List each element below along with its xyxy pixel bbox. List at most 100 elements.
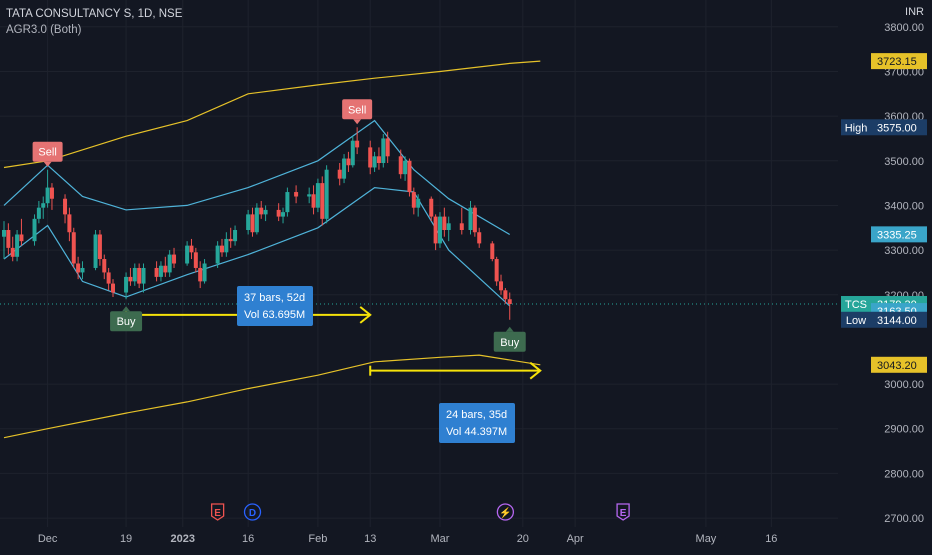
dividend-event-icon[interactable]: D <box>243 503 262 521</box>
candle[interactable] <box>80 261 85 280</box>
candle[interactable] <box>411 187 416 215</box>
candle[interactable] <box>477 227 482 248</box>
candle[interactable] <box>215 241 220 268</box>
candle[interactable] <box>459 207 464 235</box>
candle[interactable] <box>63 194 68 224</box>
candle[interactable] <box>32 214 37 246</box>
candle[interactable] <box>41 196 46 219</box>
candle[interactable] <box>15 230 20 262</box>
candle[interactable] <box>76 256 81 280</box>
candle[interactable] <box>49 183 54 210</box>
candle[interactable] <box>93 230 98 271</box>
candle[interactable] <box>324 165 329 224</box>
candle[interactable] <box>381 133 386 168</box>
candle[interactable] <box>342 154 347 184</box>
candle[interactable] <box>442 207 447 237</box>
candle[interactable] <box>433 214 438 251</box>
candle[interactable] <box>468 200 473 235</box>
candle[interactable] <box>2 221 6 260</box>
candle[interactable] <box>137 263 142 289</box>
candle[interactable] <box>106 267 111 291</box>
candle[interactable] <box>198 261 203 289</box>
candle[interactable] <box>189 238 194 260</box>
candle[interactable] <box>132 263 137 286</box>
candle[interactable] <box>368 140 373 175</box>
candle[interactable] <box>320 176 325 226</box>
candle[interactable] <box>185 241 190 266</box>
candle[interactable] <box>294 185 299 204</box>
candle[interactable] <box>259 200 264 219</box>
earnings-event-icon[interactable]: E <box>616 503 630 521</box>
price-tag-value: 3723.15 <box>877 56 917 68</box>
candle[interactable] <box>254 203 259 235</box>
candle[interactable] <box>219 238 224 257</box>
candle[interactable] <box>110 279 115 297</box>
candle[interactable] <box>355 127 360 155</box>
candle[interactable] <box>97 230 102 266</box>
candle[interactable] <box>403 156 408 181</box>
candle[interactable] <box>172 247 177 268</box>
candle[interactable] <box>102 254 107 280</box>
candle[interactable] <box>224 232 229 257</box>
symbol-title[interactable]: TATA CONSULTANCY S, 1D, NSE <box>6 8 183 20</box>
candle[interactable] <box>276 203 281 222</box>
candle[interactable] <box>233 225 238 246</box>
candle[interactable] <box>499 274 504 295</box>
candle[interactable] <box>337 163 342 186</box>
candle[interactable] <box>202 259 207 284</box>
buy-signal-label[interactable]: Buy <box>493 326 526 352</box>
candle[interactable] <box>36 200 41 224</box>
candle[interactable] <box>490 241 495 262</box>
candle[interactable] <box>19 218 24 246</box>
candle-body <box>376 156 381 164</box>
candle[interactable] <box>141 263 146 293</box>
candle[interactable] <box>154 261 159 282</box>
candle[interactable] <box>250 207 255 237</box>
split-event-icon[interactable]: ⚡ <box>496 503 515 521</box>
candle[interactable] <box>10 236 15 262</box>
candle[interactable] <box>350 136 355 168</box>
candle[interactable] <box>6 223 11 255</box>
sell-signal-label[interactable]: Sell <box>342 99 373 125</box>
candle[interactable] <box>281 207 286 224</box>
sell-signal-label[interactable]: Sell <box>32 141 63 167</box>
candle[interactable] <box>128 267 133 286</box>
candle[interactable] <box>398 149 403 179</box>
candle-body <box>433 216 438 244</box>
buy-signal-label[interactable]: Buy <box>110 306 143 332</box>
candle[interactable] <box>472 205 477 237</box>
candle[interactable] <box>163 256 168 277</box>
candle[interactable] <box>285 187 290 217</box>
candle[interactable] <box>503 288 508 304</box>
candle[interactable] <box>507 292 512 320</box>
indicator-label[interactable]: AGR3.0 (Both) <box>6 24 82 36</box>
candle[interactable] <box>71 227 76 268</box>
measure-tool[interactable] <box>369 361 542 380</box>
candle[interactable] <box>307 187 312 204</box>
candle[interactable] <box>193 247 198 273</box>
candle[interactable] <box>494 256 499 286</box>
candle[interactable] <box>167 250 172 277</box>
candle[interactable] <box>416 194 421 217</box>
candle[interactable] <box>246 209 251 235</box>
earnings-event-icon[interactable]: E <box>210 503 225 521</box>
candle[interactable] <box>45 169 50 208</box>
candle[interactable] <box>311 185 316 215</box>
candle[interactable] <box>407 158 412 197</box>
candle[interactable] <box>346 151 351 172</box>
candle[interactable] <box>446 216 451 242</box>
candle[interactable] <box>372 151 377 172</box>
candle[interactable] <box>376 147 381 170</box>
candle[interactable] <box>315 178 320 213</box>
candle[interactable] <box>67 207 72 242</box>
candle[interactable] <box>124 272 129 300</box>
candle[interactable] <box>437 212 442 248</box>
candle-body <box>202 263 207 282</box>
candle[interactable] <box>158 261 163 282</box>
candle[interactable] <box>429 196 434 222</box>
candle[interactable] <box>385 131 390 164</box>
candle[interactable] <box>263 205 268 222</box>
candle[interactable] <box>228 227 233 248</box>
